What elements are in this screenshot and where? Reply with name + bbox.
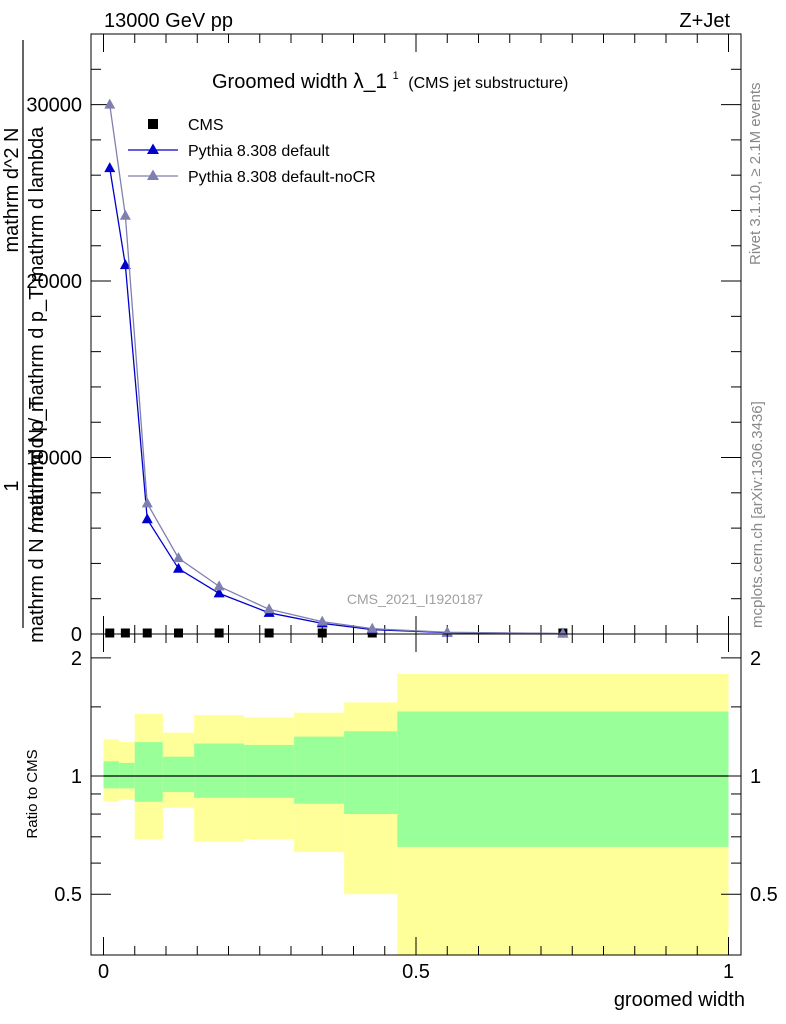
main-y-label: 1 mathrm d^2 N mathrm d N / mathrm d p_T… bbox=[1, 40, 48, 643]
uncertainty-band-green bbox=[194, 743, 245, 798]
analysis-id: CMS_2021_I1920187 bbox=[347, 591, 483, 607]
main-ytick-label: 30000 bbox=[26, 95, 82, 117]
y-label-top: mathrm d^2 N bbox=[1, 128, 23, 253]
uncertainty-band-green bbox=[244, 744, 295, 798]
cms-data-point bbox=[142, 628, 152, 638]
series-point-2 bbox=[141, 497, 153, 508]
y-label-numerator: 1 bbox=[1, 480, 23, 491]
rivet-label: Rivet 3.1.10, ≥ 2.1M events bbox=[747, 83, 764, 266]
legend-label-cms: CMS bbox=[188, 117, 224, 134]
series-point-1 bbox=[119, 259, 131, 270]
main-ytick-label: 10000 bbox=[26, 448, 82, 470]
legend-marker-default bbox=[147, 143, 159, 154]
series-point-2 bbox=[366, 622, 378, 633]
plot-title-suffix: (CMS jet substructure) bbox=[408, 75, 568, 92]
series-point-2 bbox=[104, 98, 116, 109]
uncertainty-band-green bbox=[103, 761, 120, 789]
series-point-2 bbox=[119, 209, 131, 220]
series-point-1 bbox=[213, 587, 225, 598]
cms-data-point bbox=[105, 628, 115, 638]
y-label-bottom: mathrm d N / mathrm d p_T bbox=[26, 397, 48, 643]
ratio-ytick-label: 0.5 bbox=[54, 884, 82, 906]
process-label: Z+Jet bbox=[679, 10, 730, 32]
energy-label: 13000 GeV pp bbox=[104, 10, 233, 32]
ratio-xtick-label: 1 bbox=[723, 961, 734, 983]
legend-marker-cms bbox=[148, 119, 158, 129]
ratio-y-label: Ratio to CMS bbox=[24, 749, 41, 838]
legend-label-default: Pythia 8.308 default bbox=[188, 143, 330, 160]
ratio-panel: 0.5 0.5 1 1 2 2 0 0.5 1 Ratio to CMS groomed wid… bbox=[24, 633, 778, 1011]
series-point-1 bbox=[173, 562, 184, 573]
plot-title-sup: 1 bbox=[393, 70, 399, 82]
ratio-xtick-label: 0 bbox=[98, 961, 109, 983]
ratio-ytick-label: 1 bbox=[71, 766, 82, 788]
x-axis-label: groomed width bbox=[614, 989, 745, 1011]
series-point-2 bbox=[557, 627, 569, 638]
uncertainty-band-green bbox=[344, 731, 398, 815]
cms-data-point bbox=[317, 628, 327, 638]
uncertainty-band-green bbox=[294, 736, 345, 804]
series-point-2 bbox=[263, 603, 275, 614]
uncertainty-band-green bbox=[397, 711, 729, 847]
main-ytick-label: 0 bbox=[71, 624, 82, 646]
main-ytick-label: 20000 bbox=[26, 271, 82, 293]
series-point-1 bbox=[141, 513, 153, 524]
series-point-2 bbox=[213, 580, 225, 591]
cms-data-point bbox=[214, 628, 224, 638]
series-point-2 bbox=[173, 552, 184, 563]
cms-data-point bbox=[174, 628, 183, 638]
uncertainty-band-green bbox=[134, 742, 163, 802]
mcplots-label: mcplots.cern.ch [arXiv:1306.3436] bbox=[749, 401, 766, 628]
series-point-2 bbox=[316, 615, 328, 626]
uncertainty-band-green bbox=[162, 756, 195, 793]
ratio-xtick-label: 0.5 bbox=[402, 961, 430, 983]
ratio-ytick-label: 2 bbox=[71, 648, 82, 670]
series-point-1 bbox=[104, 162, 116, 173]
series-line-1 bbox=[109, 168, 563, 635]
cms-data-point bbox=[120, 628, 130, 638]
main-panel: 0100002000030000400005000060000 Groomed … bbox=[1, 33, 742, 646]
plot-title-text: Groomed width bbox=[212, 71, 348, 93]
ratio-ytick-label-right: 2 bbox=[750, 648, 761, 670]
ratio-ytick-label-right: 1 bbox=[750, 766, 761, 788]
cms-data-point bbox=[264, 628, 274, 638]
legend: CMS Pythia 8.308 default Pythia 8.308 de… bbox=[128, 117, 376, 186]
plot-title: Groomed width λ_1 1 (CMS jet substructur… bbox=[212, 62, 568, 93]
legend-label-nocr: Pythia 8.308 default-noCR bbox=[188, 169, 376, 186]
y-label-main: mathrm d N / mathrm d p_T mathrm d lambd… bbox=[26, 126, 48, 533]
plot-title-symbol: λ_1 bbox=[353, 70, 387, 93]
series-line-2 bbox=[109, 104, 563, 635]
ratio-ytick-label-right: 0.5 bbox=[750, 884, 778, 906]
legend-marker-nocr bbox=[147, 169, 159, 180]
